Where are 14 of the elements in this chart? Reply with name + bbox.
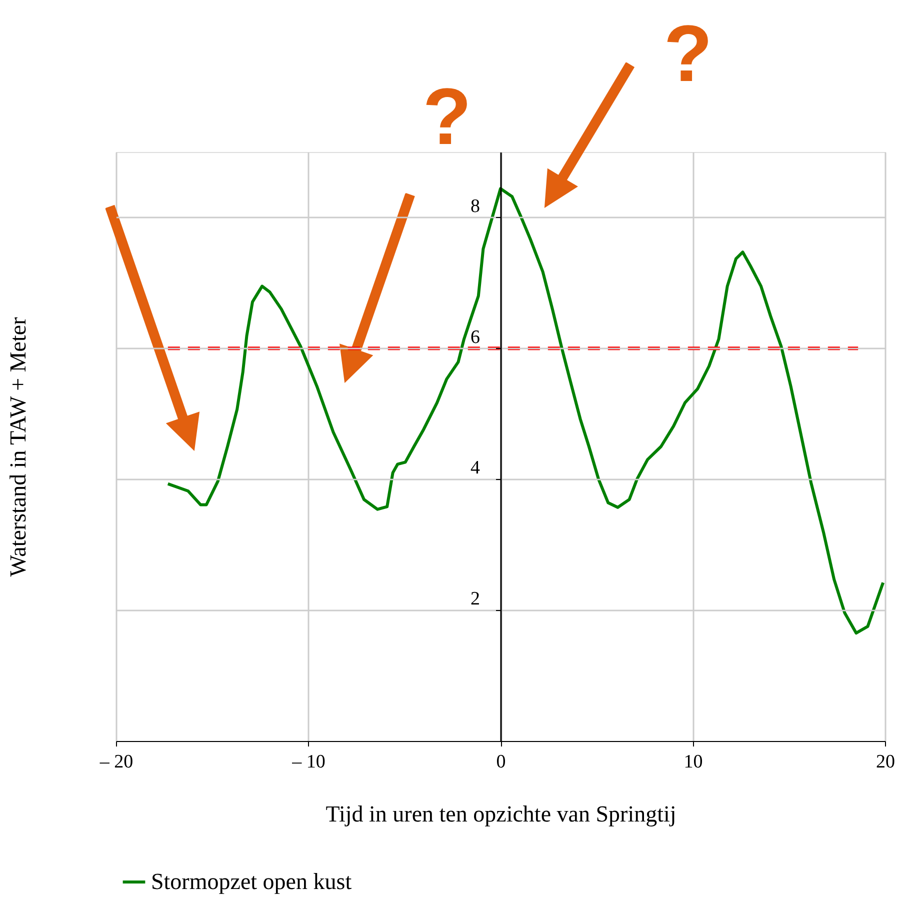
y-axis-title: Waterstand in TAW + Meter — [6, 316, 30, 577]
text: ? — [664, 9, 712, 98]
annotation: ? — [422, 72, 472, 161]
x-tick-label: 20 — [876, 752, 895, 772]
y-tick-label: 6 — [470, 326, 480, 348]
x-tick-label: – 10 — [291, 752, 326, 772]
y-tick-label: 4 — [470, 458, 480, 479]
x-tick-label: – 20 — [98, 752, 134, 772]
x-axis-title: Tijd in uren ten opzichte van Springtij — [326, 802, 676, 826]
legend-label: Stormopzet open kust — [151, 869, 352, 894]
y-tick-label: 2 — [470, 588, 480, 610]
y-tick-label: 8 — [470, 196, 480, 217]
x-tick-label: 0 — [496, 752, 506, 772]
x-tick-label: 10 — [684, 752, 703, 772]
